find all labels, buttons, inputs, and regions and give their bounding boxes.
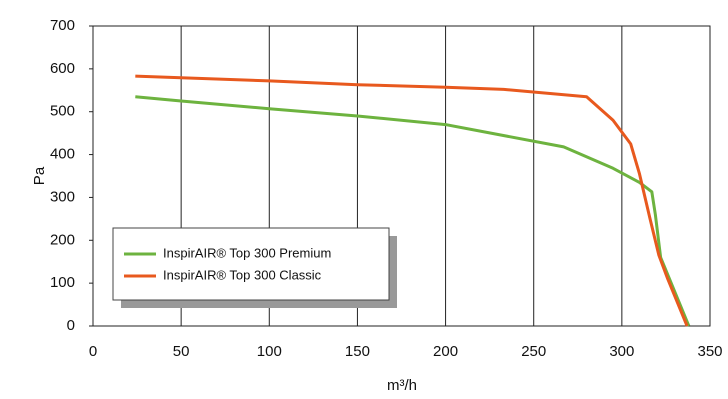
- legend-label: InspirAIR® Top 300 Classic: [163, 267, 322, 282]
- x-tick-label: 350: [697, 343, 722, 360]
- y-tick-label: 100: [50, 274, 75, 291]
- y-tick-label: 700: [50, 17, 75, 34]
- y-tick-label: 0: [67, 317, 75, 334]
- legend-label: InspirAIR® Top 300 Premium: [163, 245, 331, 260]
- x-tick-label: 150: [345, 343, 370, 360]
- x-tick-label: 300: [609, 343, 634, 360]
- x-tick-label: 250: [521, 343, 546, 360]
- series-line: [135, 74, 689, 327]
- x-axis-label: m³/h: [387, 377, 417, 394]
- y-tick-label: 400: [50, 146, 75, 163]
- y-tick-label: 500: [50, 103, 75, 120]
- y-tick-label: 200: [50, 231, 75, 248]
- x-tick-label: 50: [173, 343, 190, 360]
- x-tick-label: 0: [89, 343, 97, 360]
- x-tick-label: 200: [433, 343, 458, 360]
- x-tick-label: 100: [257, 343, 282, 360]
- y-tick-label: 600: [50, 60, 75, 77]
- y-tick-label: 300: [50, 188, 75, 205]
- y-axis-label: Pa: [31, 166, 48, 185]
- legend: [112, 227, 390, 301]
